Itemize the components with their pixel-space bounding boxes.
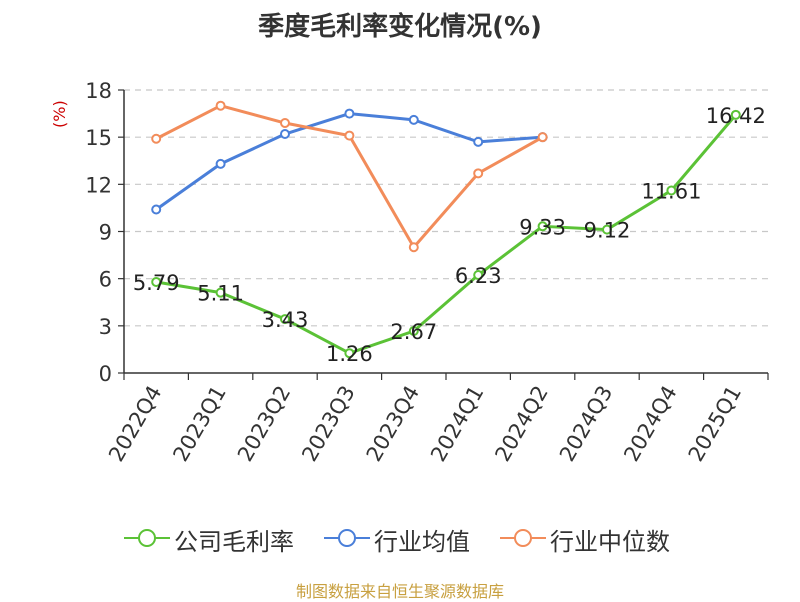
y-tick-label: 9 (99, 221, 112, 245)
x-tick-label: 2024Q4 (619, 382, 681, 466)
x-tick-label: 2023Q2 (233, 382, 295, 466)
legend-marker-company (124, 529, 170, 547)
data-point (151, 276, 162, 287)
data-label: 9.12 (584, 219, 631, 243)
x-tick-label: 2023Q4 (362, 382, 424, 466)
data-label: 6.23 (455, 264, 502, 288)
data-point (344, 108, 355, 119)
data-point (280, 129, 290, 140)
legend: 公司毛利率 行业均值 行业中位数 (0, 520, 800, 556)
data-point (473, 136, 484, 147)
data-label: 2.67 (390, 320, 437, 344)
data-point (408, 326, 419, 337)
series-line (155, 104, 544, 249)
legend-label-industry-median: 行业中位数 (550, 528, 670, 556)
series-line (155, 113, 737, 355)
x-tick-label: 2024Q1 (426, 382, 488, 466)
x-tick-label: 2024Q2 (490, 382, 552, 466)
data-point (280, 314, 290, 325)
data-point (537, 221, 548, 232)
data-point (537, 132, 548, 143)
data-point (151, 204, 162, 215)
data-point (473, 270, 484, 281)
data-label: 5.79 (133, 271, 180, 295)
data-point (215, 100, 226, 111)
y-tick-label: 18 (85, 79, 112, 103)
data-point (473, 168, 484, 179)
data-label: 1.26 (326, 342, 373, 366)
data-point (215, 287, 226, 298)
data-point (215, 158, 226, 169)
legend-marker-industry-mean (324, 529, 370, 547)
x-tick-label: 2022Q4 (104, 382, 166, 466)
data-point (280, 118, 290, 129)
data-label: 5.11 (197, 282, 244, 306)
data-point (344, 348, 355, 359)
data-label: 16.42 (706, 104, 766, 128)
data-label: 11.61 (641, 179, 701, 203)
y-tick-label: 15 (85, 126, 112, 150)
y-tick-label: 6 (99, 268, 112, 292)
series-line (155, 112, 543, 211)
x-tick-label: 2023Q1 (168, 382, 230, 466)
data-point (730, 109, 741, 120)
data-point (344, 130, 355, 141)
data-point (602, 224, 612, 235)
legend-label-company: 公司毛利率 (174, 528, 294, 556)
data-point (408, 114, 419, 125)
y-tick-label: 12 (85, 173, 112, 197)
legend-label-industry-mean: 行业均值 (374, 528, 470, 556)
y-tick-label: 3 (99, 315, 112, 339)
chart-title: 季度毛利率变化情况(%) (258, 12, 542, 42)
data-label: 3.43 (262, 308, 309, 332)
legend-marker-industry-median (500, 529, 546, 547)
data-source-note: 制图数据来自恒生聚源数据库 (295, 582, 504, 601)
data-point (666, 185, 677, 196)
data-point (151, 133, 162, 144)
x-tick-label: 2024Q3 (555, 382, 617, 466)
data-point (408, 242, 419, 253)
line-chart: 0 3 6 9 12 15 18 2022Q4 2023Q1 2023Q2 2023Q3 2023Q4… (85, 79, 769, 466)
x-tick-label: 2023Q3 (297, 382, 359, 466)
x-tick-label: 2025Q1 (684, 382, 746, 466)
data-label: 9.33 (519, 215, 566, 239)
y-tick-label: 0 (99, 362, 112, 386)
